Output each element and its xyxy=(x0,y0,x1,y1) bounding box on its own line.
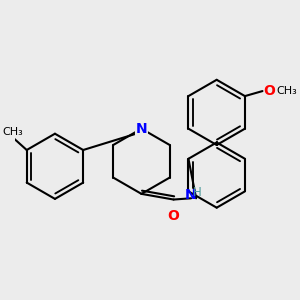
Text: H: H xyxy=(193,186,201,199)
Text: O: O xyxy=(263,84,275,98)
Text: O: O xyxy=(168,209,179,223)
Text: CH₃: CH₃ xyxy=(3,127,23,137)
Text: N: N xyxy=(136,122,147,136)
Text: N: N xyxy=(184,188,196,202)
Text: CH₃: CH₃ xyxy=(276,85,297,96)
